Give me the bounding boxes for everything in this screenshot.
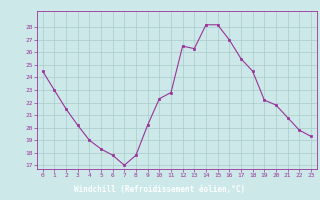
Text: Windchill (Refroidissement éolien,°C): Windchill (Refroidissement éolien,°C) [75, 185, 245, 194]
